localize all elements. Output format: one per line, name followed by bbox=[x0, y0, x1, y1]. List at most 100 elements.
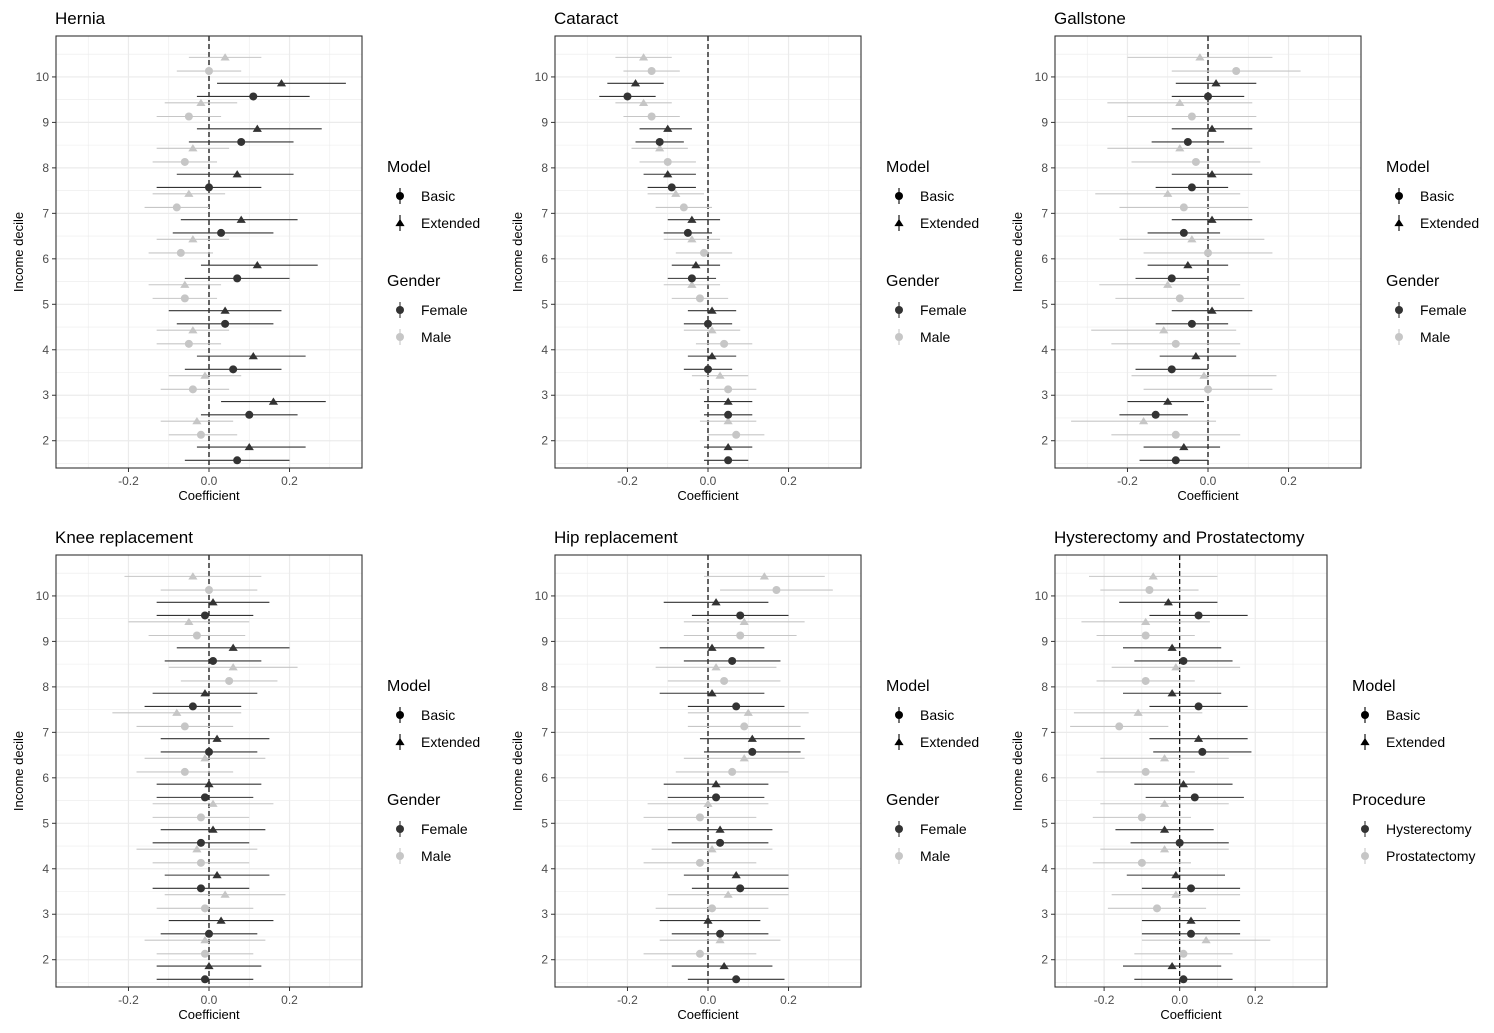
point-basic-male bbox=[192, 631, 201, 640]
point-basic-hysterectomy bbox=[1187, 929, 1195, 938]
point-extended-male bbox=[1163, 189, 1173, 197]
point-extended-female bbox=[212, 870, 222, 879]
legend-label: Female bbox=[920, 302, 967, 318]
point-extended-female bbox=[1207, 306, 1217, 314]
point-extended-male bbox=[1138, 417, 1149, 425]
point-basic-female bbox=[732, 975, 741, 984]
y-tick-label: 7 bbox=[1041, 725, 1048, 739]
point-basic-male bbox=[1171, 430, 1180, 439]
point-extended-male bbox=[228, 663, 238, 671]
point-basic-female bbox=[736, 611, 745, 620]
panel-border bbox=[1054, 554, 1328, 988]
point-extended-female bbox=[204, 780, 214, 788]
point-extended-male bbox=[172, 708, 182, 716]
legend-title: Gender bbox=[886, 273, 940, 290]
point-basic-female bbox=[683, 228, 692, 237]
point-extended-female bbox=[715, 825, 725, 833]
legend-label: Female bbox=[421, 821, 468, 837]
point-extended-hysterectomy bbox=[1167, 643, 1177, 651]
point-extended-hysterectomy bbox=[1167, 961, 1177, 970]
point-extended-male bbox=[711, 663, 721, 671]
legend-label: Male bbox=[421, 848, 452, 864]
point-extended-male bbox=[723, 417, 733, 425]
legend-title: Model bbox=[387, 159, 431, 176]
legend-title: Model bbox=[387, 678, 431, 695]
point-extended-female bbox=[252, 124, 262, 132]
point-basic-hysterectomy bbox=[1179, 656, 1188, 665]
y-tick-label: 2 bbox=[541, 953, 548, 967]
point-extended-male bbox=[723, 890, 733, 898]
point-basic-male bbox=[205, 586, 213, 595]
point-extended-female bbox=[200, 689, 210, 697]
point-basic-female bbox=[1204, 92, 1212, 101]
point-basic-female bbox=[716, 929, 725, 938]
point-extended-male bbox=[200, 754, 210, 762]
y-tick-label: 4 bbox=[1041, 862, 1048, 876]
legend-label: Prostatectomy bbox=[1386, 848, 1475, 864]
point-basic-female bbox=[712, 793, 721, 802]
point-extended-female bbox=[1183, 261, 1193, 269]
legend-key-circle bbox=[1361, 711, 1369, 719]
legend-label: Hysterectomy bbox=[1386, 821, 1472, 837]
legend-title: Gender bbox=[387, 792, 441, 809]
point-basic-male bbox=[772, 586, 781, 595]
x-tick-label: -0.2 bbox=[617, 474, 638, 488]
point-basic-female bbox=[736, 884, 745, 893]
legend-label: Female bbox=[920, 821, 967, 837]
point-basic-hysterectomy bbox=[1194, 702, 1203, 711]
point-extended-female bbox=[232, 170, 242, 178]
point-basic-female bbox=[217, 228, 226, 237]
legend-label: Basic bbox=[920, 188, 954, 204]
y-tick-label: 2 bbox=[1041, 953, 1048, 967]
point-basic-female bbox=[200, 793, 209, 802]
legend-label: Basic bbox=[920, 707, 954, 723]
point-basic-female bbox=[724, 456, 733, 465]
y-tick-label: 9 bbox=[42, 115, 49, 129]
x-axis-title: Coefficient bbox=[1160, 1007, 1222, 1022]
point-extended-male bbox=[188, 572, 198, 580]
point-extended-female bbox=[268, 397, 279, 405]
legend-title: Model bbox=[886, 159, 930, 176]
point-extended-female bbox=[228, 643, 238, 651]
point-extended-female bbox=[216, 916, 226, 924]
point-basic-female bbox=[748, 747, 757, 756]
y-axis-title: Income decile bbox=[11, 731, 26, 811]
point-extended-male bbox=[220, 53, 230, 61]
point-basic-male bbox=[1171, 339, 1180, 348]
point-basic-female bbox=[1171, 456, 1180, 465]
point-basic-male bbox=[196, 430, 205, 439]
point-basic-male bbox=[732, 430, 741, 439]
point-basic-male bbox=[1191, 157, 1200, 166]
point-basic-female bbox=[233, 456, 242, 465]
point-basic-male bbox=[196, 858, 205, 867]
y-tick-label: 3 bbox=[1041, 388, 1048, 402]
point-extended-female bbox=[244, 442, 254, 451]
point-extended-female bbox=[1179, 442, 1189, 451]
legend-title: Model bbox=[886, 678, 930, 695]
point-extended-male bbox=[638, 53, 649, 61]
point-basic-prostatectomy bbox=[1137, 813, 1146, 822]
legend-key-circle bbox=[396, 306, 404, 314]
x-axis-title: Coefficient bbox=[677, 1007, 739, 1022]
legend-key-circle bbox=[1395, 306, 1403, 314]
legend-label: Male bbox=[920, 329, 951, 345]
point-basic-male bbox=[1175, 294, 1184, 303]
point-basic-female bbox=[1167, 274, 1176, 283]
point-extended-hysterectomy bbox=[1171, 870, 1181, 879]
y-tick-label: 9 bbox=[1041, 115, 1048, 129]
point-basic-female bbox=[704, 319, 712, 328]
legend-label: Basic bbox=[421, 188, 455, 204]
point-extended-male bbox=[184, 617, 194, 625]
legend-label: Female bbox=[421, 302, 468, 318]
y-axis-title: Income decile bbox=[11, 212, 26, 292]
point-basic-male bbox=[708, 904, 717, 913]
point-extended-female bbox=[1207, 170, 1217, 178]
point-extended-female bbox=[248, 351, 258, 360]
point-basic-male bbox=[180, 294, 189, 303]
point-extended-female bbox=[1207, 215, 1217, 223]
point-basic-male bbox=[180, 157, 189, 166]
point-basic-male bbox=[728, 767, 737, 776]
y-tick-label: 9 bbox=[541, 115, 548, 129]
point-extended-hysterectomy bbox=[1186, 916, 1196, 924]
point-extended-male bbox=[707, 326, 717, 334]
